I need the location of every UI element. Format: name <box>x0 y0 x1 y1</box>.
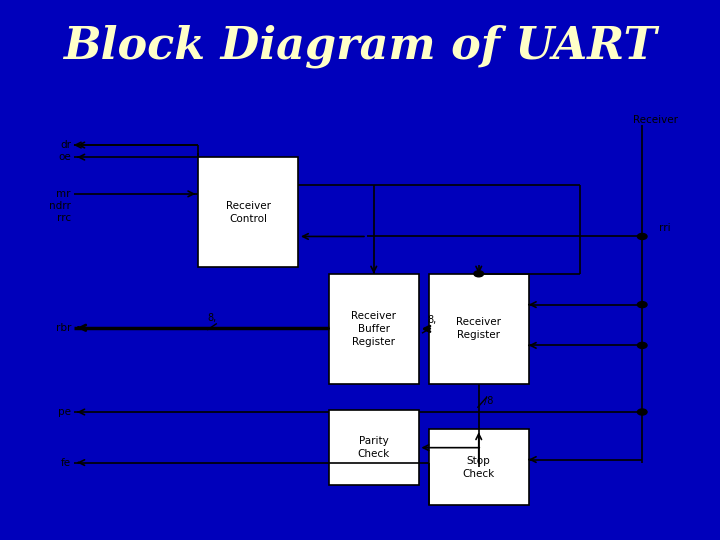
Text: mr: mr <box>56 189 71 199</box>
Circle shape <box>474 271 484 277</box>
Text: 8,: 8, <box>428 314 437 325</box>
Text: Receiver
Buffer
Register: Receiver Buffer Register <box>351 310 396 347</box>
Bar <box>429 429 528 505</box>
Text: rri: rri <box>660 224 671 233</box>
Text: Parity
Check: Parity Check <box>358 436 390 459</box>
Text: dr: dr <box>60 140 71 150</box>
Text: fe: fe <box>60 457 71 468</box>
Text: pe: pe <box>58 407 71 417</box>
Text: 8,: 8, <box>207 313 217 322</box>
Bar <box>329 274 418 384</box>
Text: Stop
Check: Stop Check <box>463 456 495 478</box>
Bar <box>198 157 298 267</box>
Bar <box>329 410 418 485</box>
Text: Block Diagram of UART: Block Diagram of UART <box>63 25 657 68</box>
Circle shape <box>637 342 647 348</box>
Text: rrc: rrc <box>57 213 71 223</box>
Circle shape <box>637 409 647 415</box>
Text: Receiver: Receiver <box>634 116 678 125</box>
Text: rbr: rbr <box>55 323 71 333</box>
Text: /8: /8 <box>485 396 494 406</box>
Circle shape <box>637 233 647 239</box>
Text: Receiver
Control: Receiver Control <box>225 201 271 224</box>
Text: Receiver
Register: Receiver Register <box>456 318 501 340</box>
Bar <box>429 274 528 384</box>
Circle shape <box>637 302 647 308</box>
Text: ndrr: ndrr <box>49 201 71 211</box>
Text: oe: oe <box>58 152 71 162</box>
